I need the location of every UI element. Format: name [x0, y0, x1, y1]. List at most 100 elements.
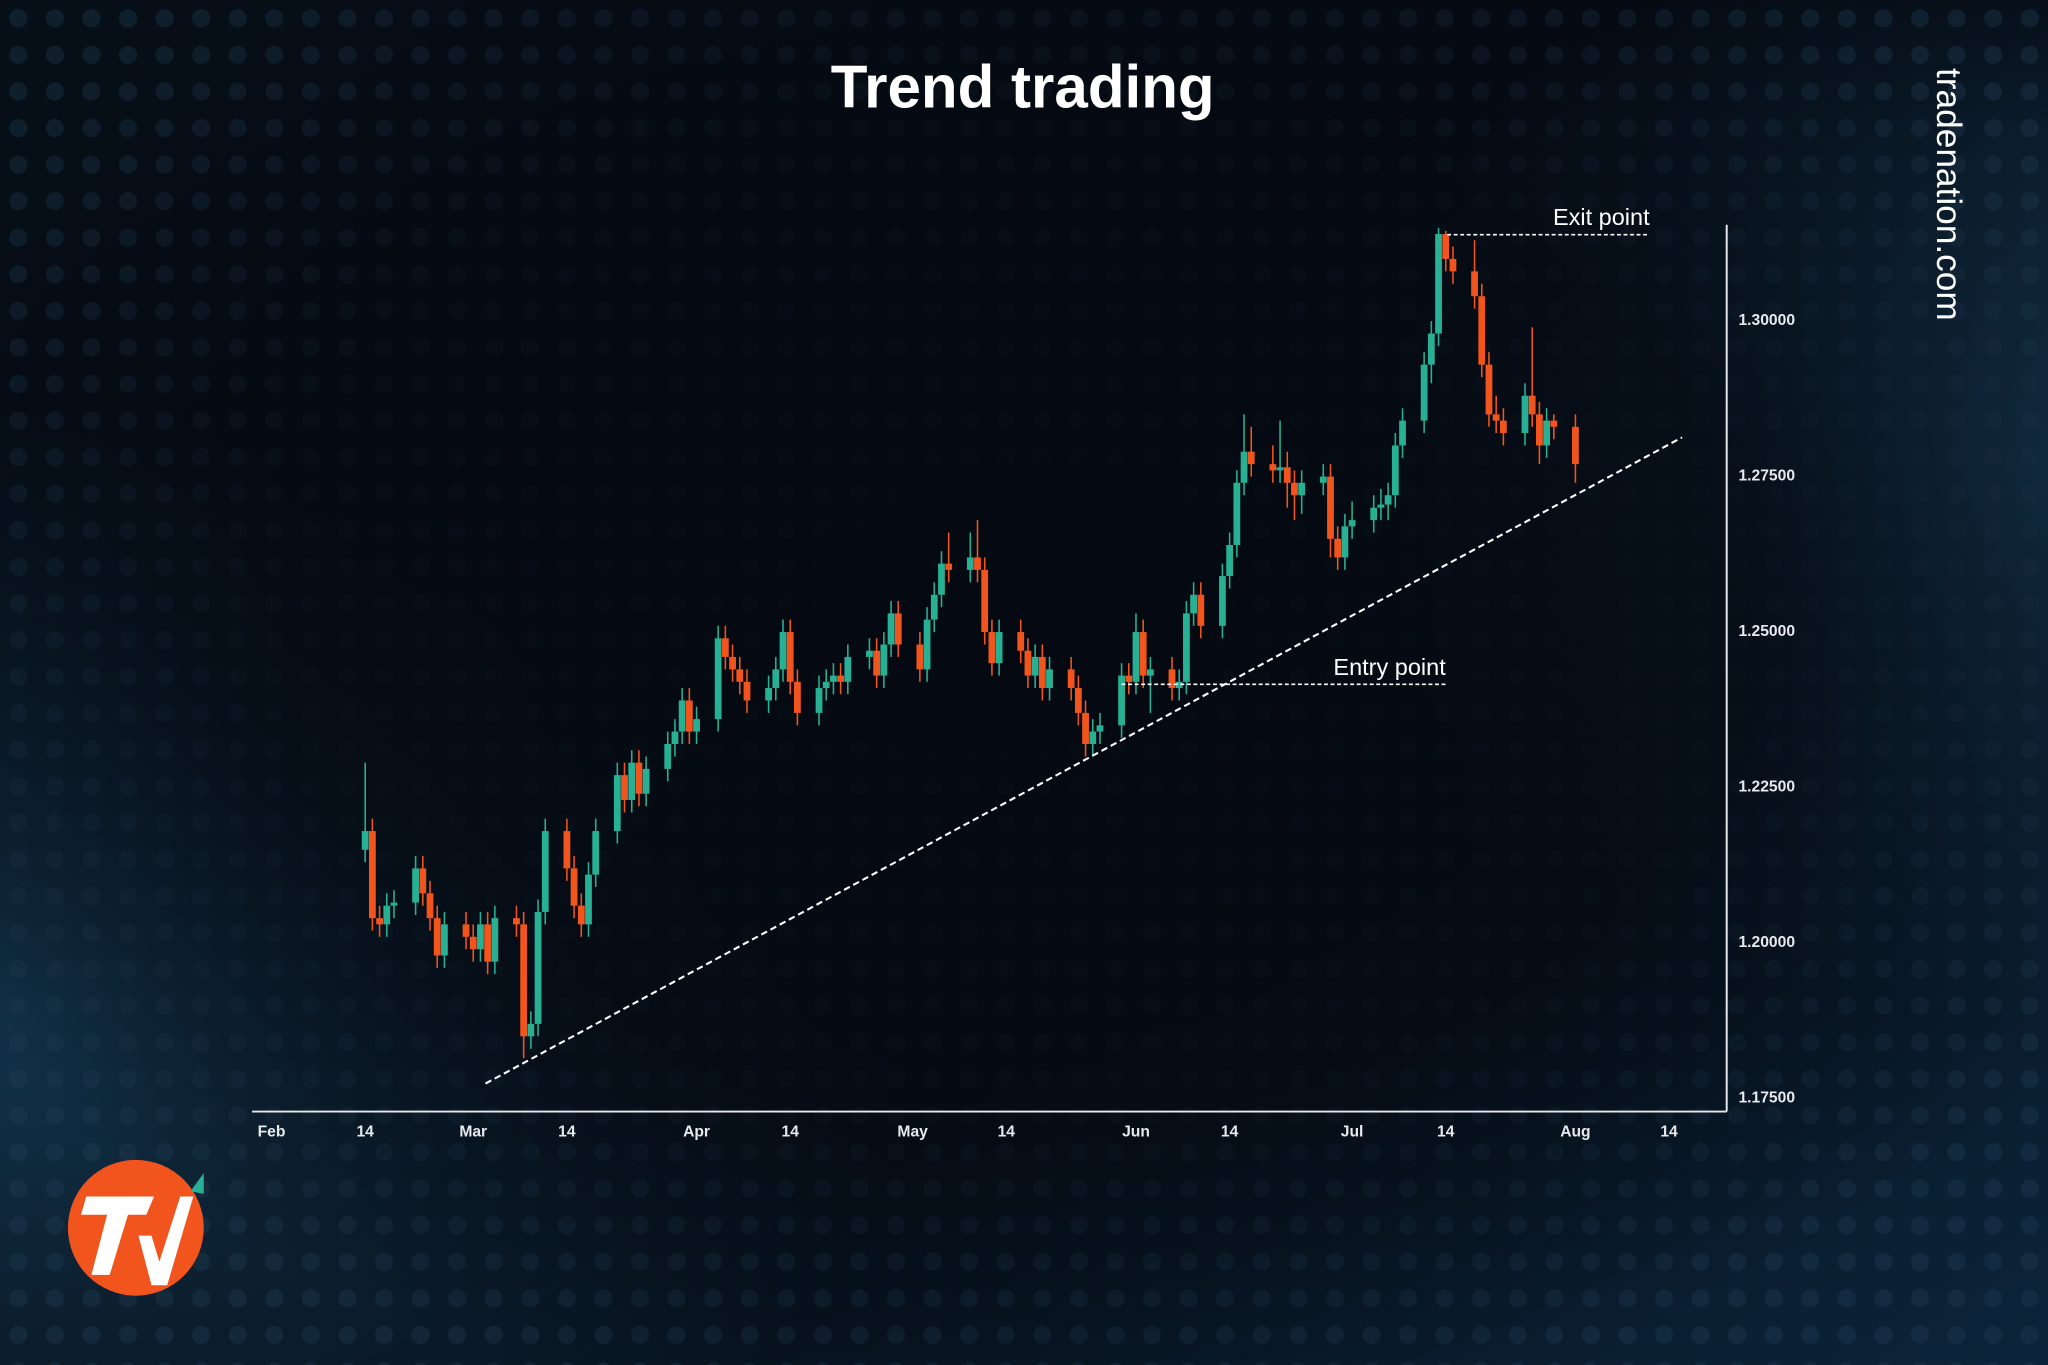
candle-body: [520, 924, 528, 1037]
candle-body: [1492, 414, 1500, 421]
x-tick-label: 14: [1660, 1124, 1678, 1141]
candle-body: [1132, 632, 1140, 682]
chart-title: Trend trading: [831, 53, 1215, 120]
annotation-label: Entry point: [1333, 654, 1446, 680]
candle-body: [513, 918, 520, 925]
candle-body: [613, 775, 621, 832]
candle-body: [1190, 594, 1198, 614]
candle-body: [837, 675, 845, 682]
annotation-label: Exit point: [1553, 204, 1650, 230]
candle-body: [1377, 504, 1385, 508]
candle-body: [462, 924, 470, 937]
watermark: tradenation.com: [1929, 68, 1968, 321]
candle-body: [1399, 420, 1406, 446]
candle-body: [419, 868, 427, 894]
candle-body: [368, 831, 376, 919]
candle-body: [1067, 669, 1075, 689]
candle-body: [887, 613, 895, 645]
candle-body: [1550, 420, 1558, 427]
candle-body: [664, 744, 672, 769]
candle-body: [974, 557, 981, 570]
x-tick-label: 14: [356, 1124, 374, 1141]
candle-body: [1485, 364, 1493, 415]
candle-body: [721, 638, 729, 657]
x-tick-label: Apr: [683, 1124, 710, 1141]
candle-body: [765, 688, 772, 701]
candle-body: [642, 768, 650, 794]
y-tick-label: 1.22500: [1738, 779, 1795, 796]
candle-body: [426, 893, 434, 919]
candle-body: [1046, 669, 1053, 689]
x-tick-label: Jul: [1341, 1124, 1364, 1141]
candle-body: [981, 569, 989, 633]
candle-body: [383, 905, 391, 925]
candle-body: [1420, 364, 1428, 421]
candle-body: [1334, 538, 1342, 558]
candle-body: [361, 831, 369, 850]
candle-body: [484, 924, 492, 962]
candle-body: [1226, 544, 1234, 577]
candle-body: [1384, 495, 1392, 505]
candle-body: [1535, 414, 1543, 446]
candle-body: [1125, 675, 1133, 682]
candle-body: [1219, 576, 1226, 626]
x-tick-label: 14: [1437, 1124, 1455, 1141]
candle-body: [794, 681, 801, 713]
candle-body: [1082, 712, 1089, 745]
candle-body: [621, 775, 628, 800]
candle-body: [966, 557, 974, 570]
x-tick-label: Feb: [258, 1124, 286, 1141]
candle-body: [1283, 467, 1291, 483]
candle-body: [880, 644, 888, 676]
candle-body: [678, 700, 686, 732]
candle-body: [1031, 656, 1039, 676]
candle-body: [822, 681, 830, 689]
candle-body: [736, 669, 744, 682]
logo-n: [138, 1196, 194, 1286]
candle-body: [1435, 234, 1442, 334]
candle-body: [527, 1023, 535, 1037]
candle-body: [1183, 613, 1190, 682]
candle-body: [469, 936, 477, 950]
candle-body: [1298, 482, 1306, 496]
candle-body: [1291, 482, 1298, 496]
candle-body: [1449, 258, 1457, 272]
candle-body: [729, 656, 736, 670]
candle-body: [714, 638, 722, 720]
candle-body: [1521, 395, 1529, 434]
candle-body: [1197, 594, 1205, 626]
candle-body: [441, 924, 448, 956]
candle-body: [1341, 526, 1349, 558]
candle-body: [786, 632, 794, 682]
x-tick-label: 14: [558, 1124, 576, 1141]
candle-body: [1146, 669, 1154, 676]
candle-body: [1017, 632, 1025, 651]
logo-t: [80, 1196, 155, 1275]
candle-body: [628, 762, 636, 800]
candle-body: [1478, 296, 1486, 365]
trend-line: [484, 436, 1683, 1085]
x-tick-label: May: [897, 1124, 928, 1141]
candle-body: [1427, 333, 1435, 365]
candle-body: [585, 874, 592, 925]
candle-body: [1348, 520, 1356, 527]
candle-body: [1370, 507, 1378, 521]
candle-body: [873, 650, 881, 676]
candle-body: [1269, 464, 1277, 471]
candle-body: [930, 594, 938, 620]
x-tick-label: 14: [1221, 1124, 1239, 1141]
candle-body: [1499, 420, 1507, 434]
candle-body: [988, 632, 996, 664]
candle-body: [412, 868, 420, 903]
candle-body: [541, 831, 549, 912]
candle-body: [1276, 467, 1284, 471]
candle-body: [815, 688, 823, 713]
logo: [67, 1159, 204, 1296]
candle-body: [743, 681, 751, 701]
candle-body: [1247, 451, 1255, 465]
candle-body: [1572, 426, 1579, 465]
candle-body: [772, 669, 780, 689]
